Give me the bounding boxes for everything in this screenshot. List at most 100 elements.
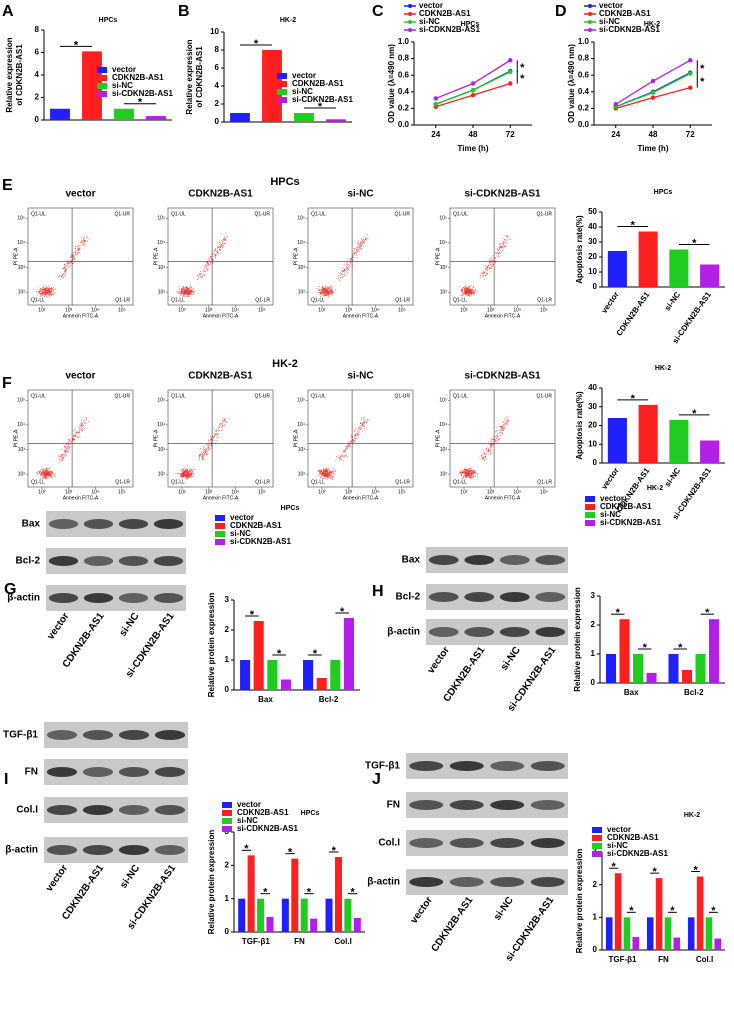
point [470, 92, 476, 98]
blot-band [118, 845, 150, 855]
y-tick-label: 0.2 [578, 104, 590, 113]
quadrant-label: Q1-LL [453, 479, 467, 485]
y-tick-label: 10³ [18, 265, 26, 271]
significance: * [700, 76, 705, 88]
panel-letter: H [372, 583, 384, 600]
x-tick-label: 10⁴ [371, 489, 379, 495]
legend-swatch [215, 539, 225, 545]
y-tick-label: 2 [215, 99, 220, 108]
quadrant-label: Q1-LR [255, 479, 270, 485]
point [508, 81, 513, 86]
significance: * [711, 905, 716, 917]
bar [669, 249, 689, 287]
plot-title: vector [65, 189, 95, 200]
significance: * [631, 219, 636, 231]
y-tick-label: 0.8 [398, 54, 410, 63]
y-tick-label: 0.6 [578, 70, 590, 79]
section-title: HPCs [270, 176, 299, 188]
legend-swatch [222, 810, 232, 816]
significance: * [138, 97, 143, 109]
significance: * [332, 845, 337, 857]
significance: * [74, 39, 79, 51]
legend-swatch [97, 91, 107, 97]
blot-band [154, 730, 186, 740]
bar [669, 419, 689, 463]
bar [280, 679, 291, 690]
y-axis-label: PI PE-A [293, 247, 299, 265]
bar [325, 898, 333, 932]
y-tick-label: 1.0 [398, 37, 410, 46]
x-tick-label: 10⁵ [398, 489, 406, 495]
legend-swatch [277, 89, 287, 95]
blot-band [428, 627, 459, 637]
y-tick-label: 10³ [298, 265, 306, 271]
x-axis-label: Annexin FITC-A [485, 313, 521, 319]
x-tick-label: si-NC [663, 290, 682, 312]
cell-dots [316, 234, 370, 298]
blot-band [490, 800, 525, 810]
legend-marker [588, 4, 592, 8]
quadrant-label: Q1-UR [114, 211, 130, 217]
bar [619, 619, 630, 683]
legend-label: si-NC [599, 17, 620, 26]
point [508, 58, 513, 63]
row-label: β-actin [387, 627, 420, 638]
lane-label: si-NC [118, 863, 142, 891]
blot-band [428, 592, 459, 602]
bar [343, 618, 354, 690]
bar [266, 917, 274, 932]
y-tick-label: 10⁴ [157, 422, 165, 428]
bar [687, 917, 695, 950]
legend-label: vector [112, 65, 136, 74]
blot-band [82, 805, 114, 815]
y-tick-label: 0 [35, 115, 40, 124]
bar [294, 113, 314, 122]
x-axis-label: Time (h) [638, 144, 669, 153]
cell-dots [36, 236, 90, 298]
chart-title: HPCs [301, 810, 320, 817]
quadrant-label: Q1-LR [115, 297, 130, 303]
x-axis-label: Annexin FITC-A [203, 313, 239, 319]
quadrant-label: Q1-LL [171, 297, 185, 303]
row-label: Bax [402, 555, 421, 566]
significance: * [350, 887, 355, 899]
bar [705, 917, 713, 950]
row-label: Bax [22, 519, 41, 530]
bar [82, 51, 102, 120]
significance: * [263, 887, 268, 899]
row-label: β-actin [5, 845, 38, 856]
quadrant-label: Q1-UR [254, 393, 270, 399]
legend-label: CDKN2B-AS1 [599, 9, 651, 18]
blot-band [82, 845, 114, 855]
series-line [435, 59, 511, 100]
legend-swatch [215, 531, 225, 537]
y-tick-label: 6 [35, 48, 40, 57]
y-tick-label: 0.0 [398, 120, 410, 129]
y-tick-label: 10 [210, 27, 219, 36]
quadrant-label: Q1-LL [453, 297, 467, 303]
y-axis-label: OD value (λ=490 nm) [387, 44, 396, 123]
significance: * [670, 905, 675, 917]
y-tick-label: 0 [593, 282, 598, 291]
blot-band [153, 519, 184, 529]
legend-swatch [585, 504, 595, 510]
legend-label: vector [599, 1, 623, 10]
legend-marker [588, 28, 592, 32]
blot-band [449, 877, 484, 887]
blot-band [530, 838, 565, 848]
quadrant-label: Q1-UR [254, 211, 270, 217]
legend-marker [588, 12, 592, 16]
point [470, 81, 476, 86]
x-tick-label: vector [600, 466, 621, 491]
bar [316, 678, 327, 690]
x-axis-label: Annexin FITC-A [343, 495, 379, 501]
y-axis-label: Apoptosis rate(%) [575, 391, 584, 460]
bar [700, 440, 720, 463]
chart-title: HK-2 [280, 17, 296, 24]
blot-band [118, 556, 149, 566]
blot-band [48, 556, 79, 566]
lane-label: vector [44, 863, 70, 894]
x-tick-label: 24 [431, 130, 440, 139]
legend-label: CDKN2B-AS1 [112, 73, 164, 82]
bar [303, 660, 314, 690]
